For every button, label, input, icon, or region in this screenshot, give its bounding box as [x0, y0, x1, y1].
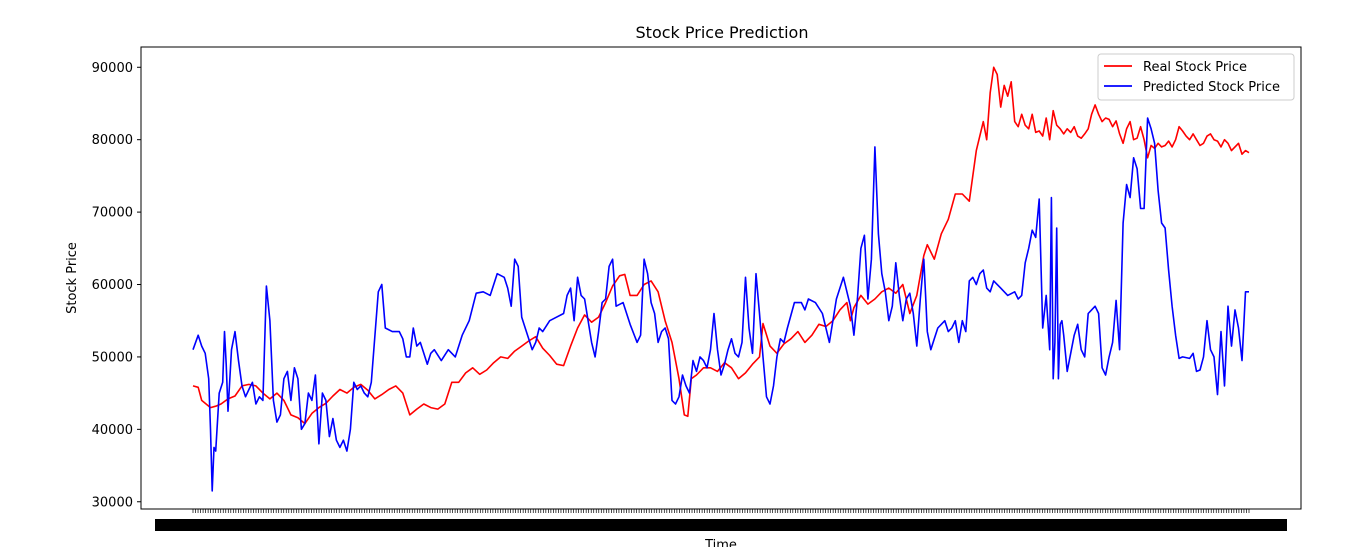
y-axis-label: Stock Price	[65, 242, 80, 314]
y-axis-ticks: 30000 40000 50000 60000 70000 80000 90000	[92, 61, 141, 510]
x-tick-labels-overlap	[155, 519, 1287, 531]
legend-label-real: Real Stock Price	[1143, 60, 1247, 75]
y-tick-label: 90000	[92, 61, 133, 76]
legend: Real Stock Price Predicted Stock Price	[1097, 53, 1295, 101]
plot-lines	[192, 66, 1250, 492]
y-tick-label: 50000	[92, 350, 133, 365]
x-tick-marks	[192, 509, 1250, 513]
y-tick-label: 30000	[92, 495, 133, 510]
x-axis-ticks	[155, 509, 1287, 531]
y-tick-label: 70000	[92, 206, 133, 221]
series-line-real	[192, 66, 1250, 425]
chart-title: Stock Price Prediction	[636, 23, 809, 42]
legend-box	[1097, 53, 1295, 101]
legend-label-predicted: Predicted Stock Price	[1143, 80, 1280, 95]
y-tick-label: 40000	[92, 423, 133, 438]
series-line-predicted	[192, 117, 1249, 492]
y-tick-label: 80000	[92, 133, 133, 148]
y-tick-label: 60000	[92, 278, 133, 293]
x-axis-label: Time	[704, 538, 737, 547]
plot-frame	[140, 46, 1302, 510]
